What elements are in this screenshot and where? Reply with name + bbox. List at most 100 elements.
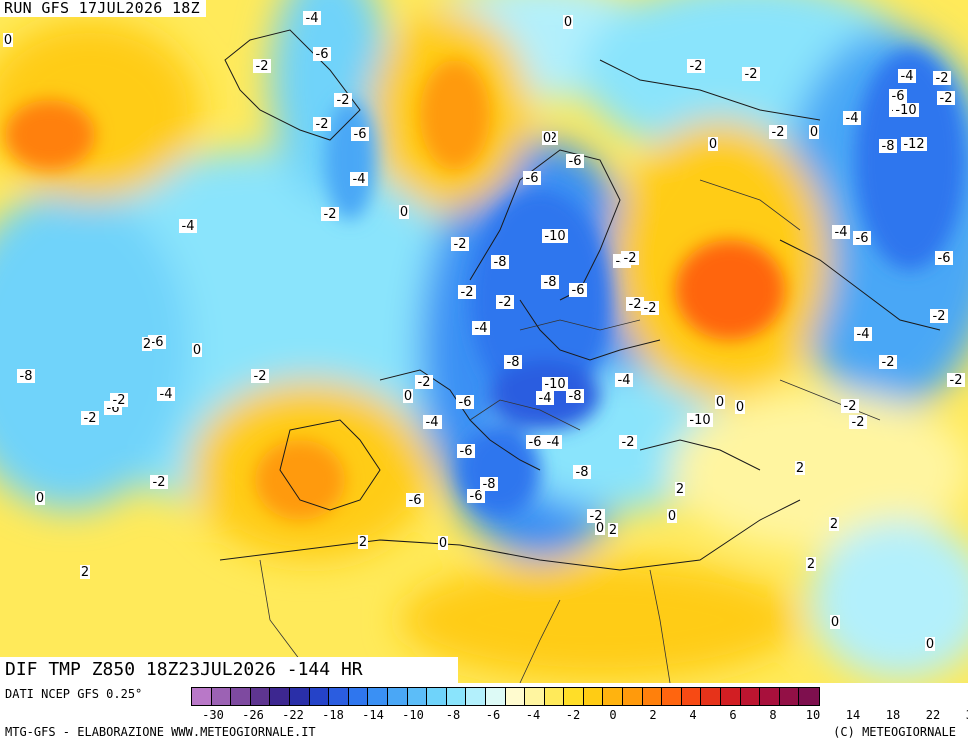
legend-swatch <box>760 688 780 705</box>
svg-text:-10: -10 <box>544 229 565 244</box>
contour-label: -6 <box>569 283 587 298</box>
contour-label: -8 <box>541 275 559 290</box>
svg-text:-4: -4 <box>426 415 439 430</box>
legend-tick: -18 <box>322 708 344 722</box>
contour-label: -4 <box>832 225 850 240</box>
svg-text:2: 2 <box>796 461 804 476</box>
legend-swatch <box>544 688 565 705</box>
contour-label: 0 <box>563 15 573 30</box>
contour-label: 2 <box>608 523 618 538</box>
svg-text:-8: -8 <box>494 255 507 270</box>
svg-text:0: 0 <box>736 400 744 415</box>
contour-label: 0 <box>542 131 552 146</box>
legend-tick: -30 <box>202 708 224 722</box>
contour-label: -8 <box>504 355 522 370</box>
svg-text:-8: -8 <box>576 465 589 480</box>
contour-label: -6 <box>853 231 871 246</box>
copyright-label: (C) METEOGIORNALE <box>833 725 956 739</box>
svg-text:-6: -6 <box>529 435 542 450</box>
contour-label: -4 <box>179 219 197 234</box>
legend-swatch <box>427 688 447 705</box>
svg-text:-8: -8 <box>20 369 33 384</box>
contour-label: -2 <box>849 415 867 430</box>
contour-label: -8 <box>566 389 584 404</box>
contour-label: 0 <box>830 615 840 630</box>
contour-label: -2 <box>253 59 271 74</box>
legend-tick: -8 <box>445 708 461 722</box>
contour-label: 2 <box>829 517 839 532</box>
svg-text:-6: -6 <box>569 154 582 169</box>
svg-text:-4: -4 <box>547 435 560 450</box>
contour-label: 0 <box>438 536 448 551</box>
contour-label: -4 <box>544 435 562 450</box>
contour-label: 2 <box>142 337 152 352</box>
legend-swatch <box>329 688 349 705</box>
contour-label: -2 <box>150 475 168 490</box>
svg-text:-2: -2 <box>624 251 637 266</box>
svg-text:0: 0 <box>36 491 44 506</box>
svg-text:-2: -2 <box>644 301 657 316</box>
contour-label: 0 <box>667 509 677 524</box>
legend-swatch <box>681 688 702 705</box>
contour-label: -2 <box>451 237 469 252</box>
contour-label: -2 <box>321 207 339 222</box>
legend-swatch <box>701 688 722 705</box>
map-title: DIF TMP Z850 18Z23JUL2026 -144 HR <box>0 657 458 683</box>
svg-text:-2: -2 <box>852 415 865 430</box>
contour-label: -6 <box>456 395 474 410</box>
svg-text:0: 0 <box>926 637 934 652</box>
contour-label: -6 <box>523 171 541 186</box>
contour-label: -4 <box>472 321 490 336</box>
contour-label: -2 <box>587 509 605 524</box>
svg-text:0: 0 <box>831 615 839 630</box>
contour-label: -2 <box>81 411 99 426</box>
credit-label: MTG-GFS - ELABORAZIONE WWW.METEOGIORNALE… <box>5 725 316 739</box>
legend-swatch <box>446 688 467 705</box>
svg-text:-2: -2 <box>629 297 642 312</box>
svg-text:-6: -6 <box>459 395 472 410</box>
contour-label: 0 <box>735 400 745 415</box>
legend-swatch <box>192 688 212 705</box>
contour-label: -8 <box>573 465 591 480</box>
legend-swatch <box>799 688 819 705</box>
svg-text:-4: -4 <box>539 391 552 406</box>
legend-tick: -4 <box>525 708 541 722</box>
svg-text:2: 2 <box>143 337 151 352</box>
svg-text:0: 0 <box>193 343 201 358</box>
contour-label: 0 <box>403 389 413 404</box>
contour-label: -6 <box>457 444 475 459</box>
contour-label: -10 <box>542 377 568 392</box>
svg-text:-6: -6 <box>409 493 422 508</box>
svg-text:0: 0 <box>668 509 676 524</box>
svg-text:2: 2 <box>807 557 815 572</box>
svg-text:-2: -2 <box>461 285 474 300</box>
contour-label: -2 <box>334 93 352 108</box>
legend-swatch <box>779 688 800 705</box>
svg-text:0: 0 <box>564 15 572 30</box>
legend-tick: 8 <box>769 708 777 722</box>
svg-text:0: 0 <box>709 137 717 152</box>
contour-label: 0 <box>192 343 202 358</box>
svg-text:0: 0 <box>543 131 551 146</box>
contour-label: -2 <box>947 373 965 388</box>
legend-swatch <box>407 688 428 705</box>
legend-swatch <box>505 688 526 705</box>
svg-text:-8: -8 <box>483 477 496 492</box>
contour-label: -2 <box>742 67 760 82</box>
legend-swatch <box>231 688 251 705</box>
legend-tick: 22 <box>925 708 941 722</box>
contour-label: -6 <box>935 251 953 266</box>
temperature-anomaly-map: -4-6-20-2-6-2-4-6-6-4-20-2-2-4-6-8-10-12… <box>0 0 968 683</box>
svg-text:-10: -10 <box>544 377 565 392</box>
legend-tick: 2 <box>649 708 657 722</box>
svg-text:-2: -2 <box>418 375 431 390</box>
svg-text:2: 2 <box>549 131 557 146</box>
svg-text:-4: -4 <box>182 219 195 234</box>
svg-text:-4: -4 <box>618 373 631 388</box>
contour-label: -2 <box>251 369 269 384</box>
color-scale-legend <box>191 687 820 706</box>
contour-label: -4 <box>536 391 554 406</box>
svg-text:-4: -4 <box>160 387 173 402</box>
svg-text:-2: -2 <box>622 435 635 450</box>
svg-text:-4: -4 <box>901 69 914 84</box>
